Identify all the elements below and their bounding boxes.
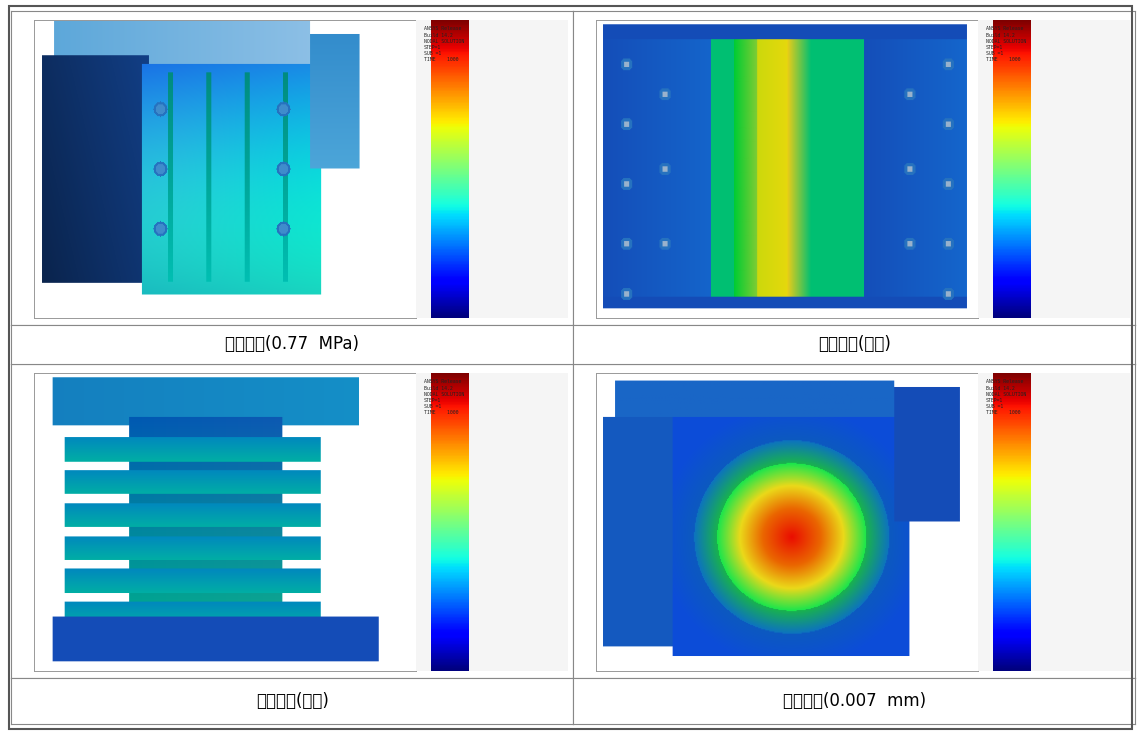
- Text: 응력분포(외벽): 응력분포(외벽): [818, 335, 891, 354]
- Text: 최대응력(0.77  MPa): 최대응력(0.77 MPa): [226, 335, 359, 354]
- Text: 응력분포(내벽): 응력분포(내벽): [256, 692, 329, 710]
- Text: 최대변위(0.007  mm): 최대변위(0.007 mm): [783, 692, 925, 710]
